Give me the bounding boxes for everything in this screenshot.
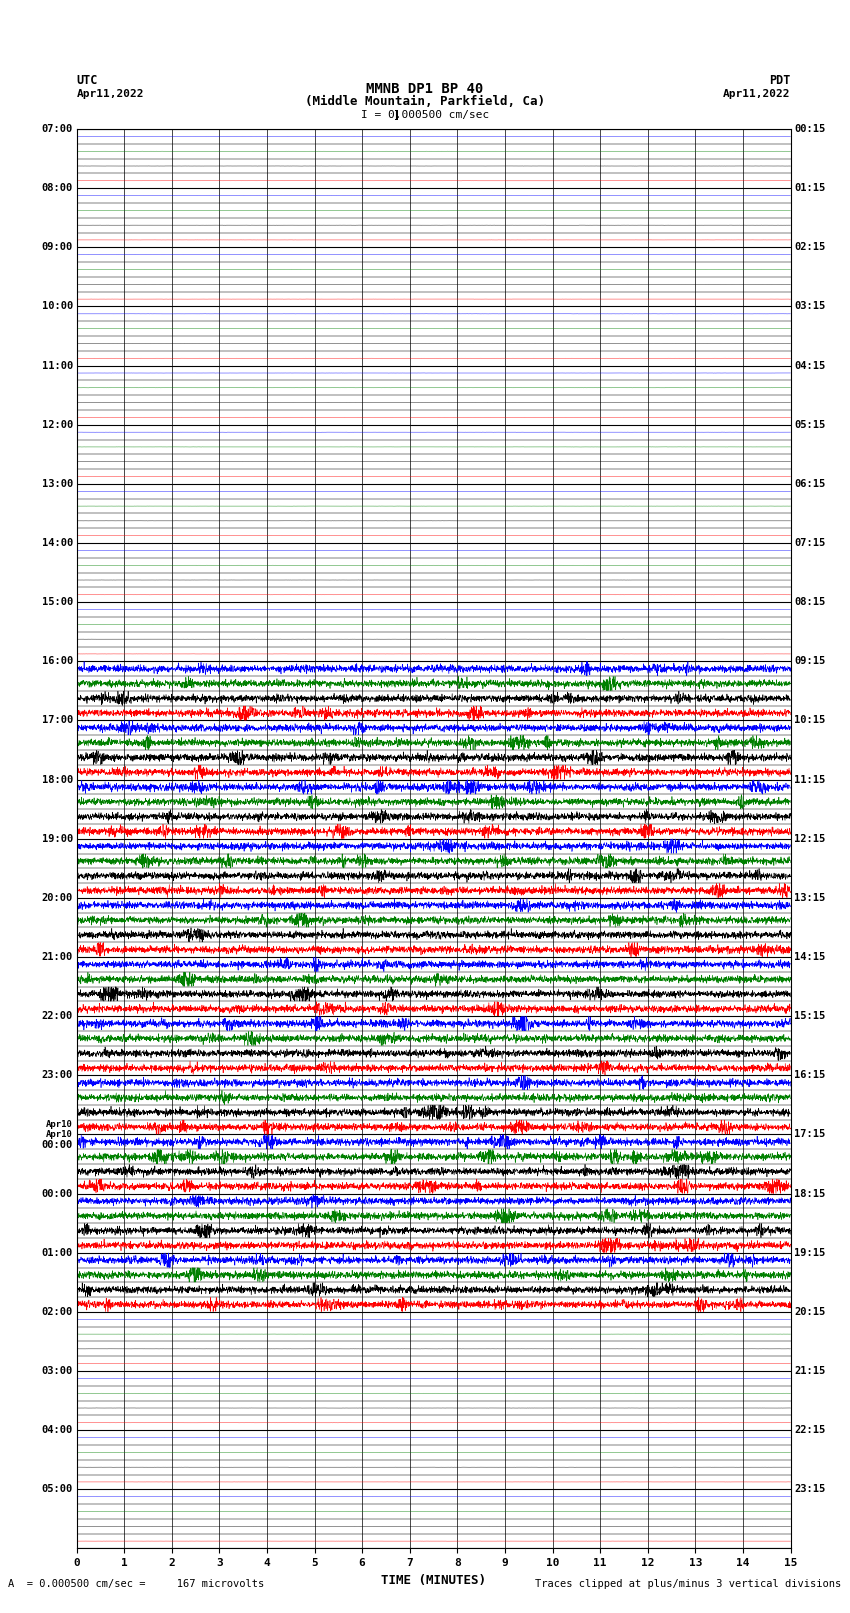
Text: 05:15: 05:15: [794, 419, 825, 429]
Text: 08:00: 08:00: [42, 184, 73, 194]
Text: 03:15: 03:15: [794, 302, 825, 311]
Text: 10:00: 10:00: [42, 302, 73, 311]
Text: 22:15: 22:15: [794, 1426, 825, 1436]
Text: Traces clipped at plus/minus 3 vertical divisions: Traces clipped at plus/minus 3 vertical …: [536, 1579, 842, 1589]
Text: 11:00: 11:00: [42, 361, 73, 371]
Text: 01:00: 01:00: [42, 1248, 73, 1258]
Text: 14:00: 14:00: [42, 539, 73, 548]
X-axis label: TIME (MINUTES): TIME (MINUTES): [381, 1574, 486, 1587]
Text: PDT: PDT: [769, 74, 790, 87]
Text: 01:15: 01:15: [794, 184, 825, 194]
Text: Apr10: Apr10: [46, 1131, 73, 1139]
Text: 20:00: 20:00: [42, 894, 73, 903]
Text: 09:00: 09:00: [42, 242, 73, 252]
Text: 22:00: 22:00: [42, 1011, 73, 1021]
Text: Apr11,2022: Apr11,2022: [723, 89, 791, 98]
Text: 19:15: 19:15: [794, 1248, 825, 1258]
Text: 12:00: 12:00: [42, 419, 73, 429]
Text: I = 0.000500 cm/sec: I = 0.000500 cm/sec: [361, 110, 489, 119]
Text: 04:00: 04:00: [42, 1426, 73, 1436]
Text: 12:15: 12:15: [794, 834, 825, 844]
Text: 17:00: 17:00: [42, 716, 73, 726]
Text: 00:00: 00:00: [42, 1189, 73, 1198]
Text: 05:00: 05:00: [42, 1484, 73, 1494]
Text: 13:15: 13:15: [794, 894, 825, 903]
Text: 19:00: 19:00: [42, 834, 73, 844]
Text: MMNB DP1 BP 40: MMNB DP1 BP 40: [366, 82, 484, 95]
Text: 07:15: 07:15: [794, 539, 825, 548]
Text: 16:00: 16:00: [42, 656, 73, 666]
Text: 21:00: 21:00: [42, 952, 73, 961]
Text: 18:15: 18:15: [794, 1189, 825, 1198]
Text: 03:00: 03:00: [42, 1366, 73, 1376]
Text: 02:15: 02:15: [794, 242, 825, 252]
Text: 16:15: 16:15: [794, 1071, 825, 1081]
Text: Apr10: Apr10: [46, 1119, 73, 1129]
Text: 06:15: 06:15: [794, 479, 825, 489]
Text: Apr11,2022: Apr11,2022: [76, 89, 144, 98]
Text: 15:15: 15:15: [794, 1011, 825, 1021]
Text: 00:00: 00:00: [42, 1140, 73, 1150]
Text: 14:15: 14:15: [794, 952, 825, 961]
Text: A  = 0.000500 cm/sec =     167 microvolts: A = 0.000500 cm/sec = 167 microvolts: [8, 1579, 264, 1589]
Text: 15:00: 15:00: [42, 597, 73, 606]
Text: (Middle Mountain, Parkfield, Ca): (Middle Mountain, Parkfield, Ca): [305, 95, 545, 108]
Text: 11:15: 11:15: [794, 774, 825, 784]
Text: 20:15: 20:15: [794, 1307, 825, 1316]
Text: 00:15: 00:15: [794, 124, 825, 134]
Text: UTC: UTC: [76, 74, 98, 87]
Text: 07:00: 07:00: [42, 124, 73, 134]
Text: 17:15: 17:15: [794, 1129, 825, 1139]
Text: 10:15: 10:15: [794, 716, 825, 726]
Text: 13:00: 13:00: [42, 479, 73, 489]
Text: 18:00: 18:00: [42, 774, 73, 784]
Text: 23:00: 23:00: [42, 1071, 73, 1081]
Text: 23:15: 23:15: [794, 1484, 825, 1494]
Text: 04:15: 04:15: [794, 361, 825, 371]
Text: 09:15: 09:15: [794, 656, 825, 666]
Text: 02:00: 02:00: [42, 1307, 73, 1316]
Text: 21:15: 21:15: [794, 1366, 825, 1376]
Text: 08:15: 08:15: [794, 597, 825, 606]
